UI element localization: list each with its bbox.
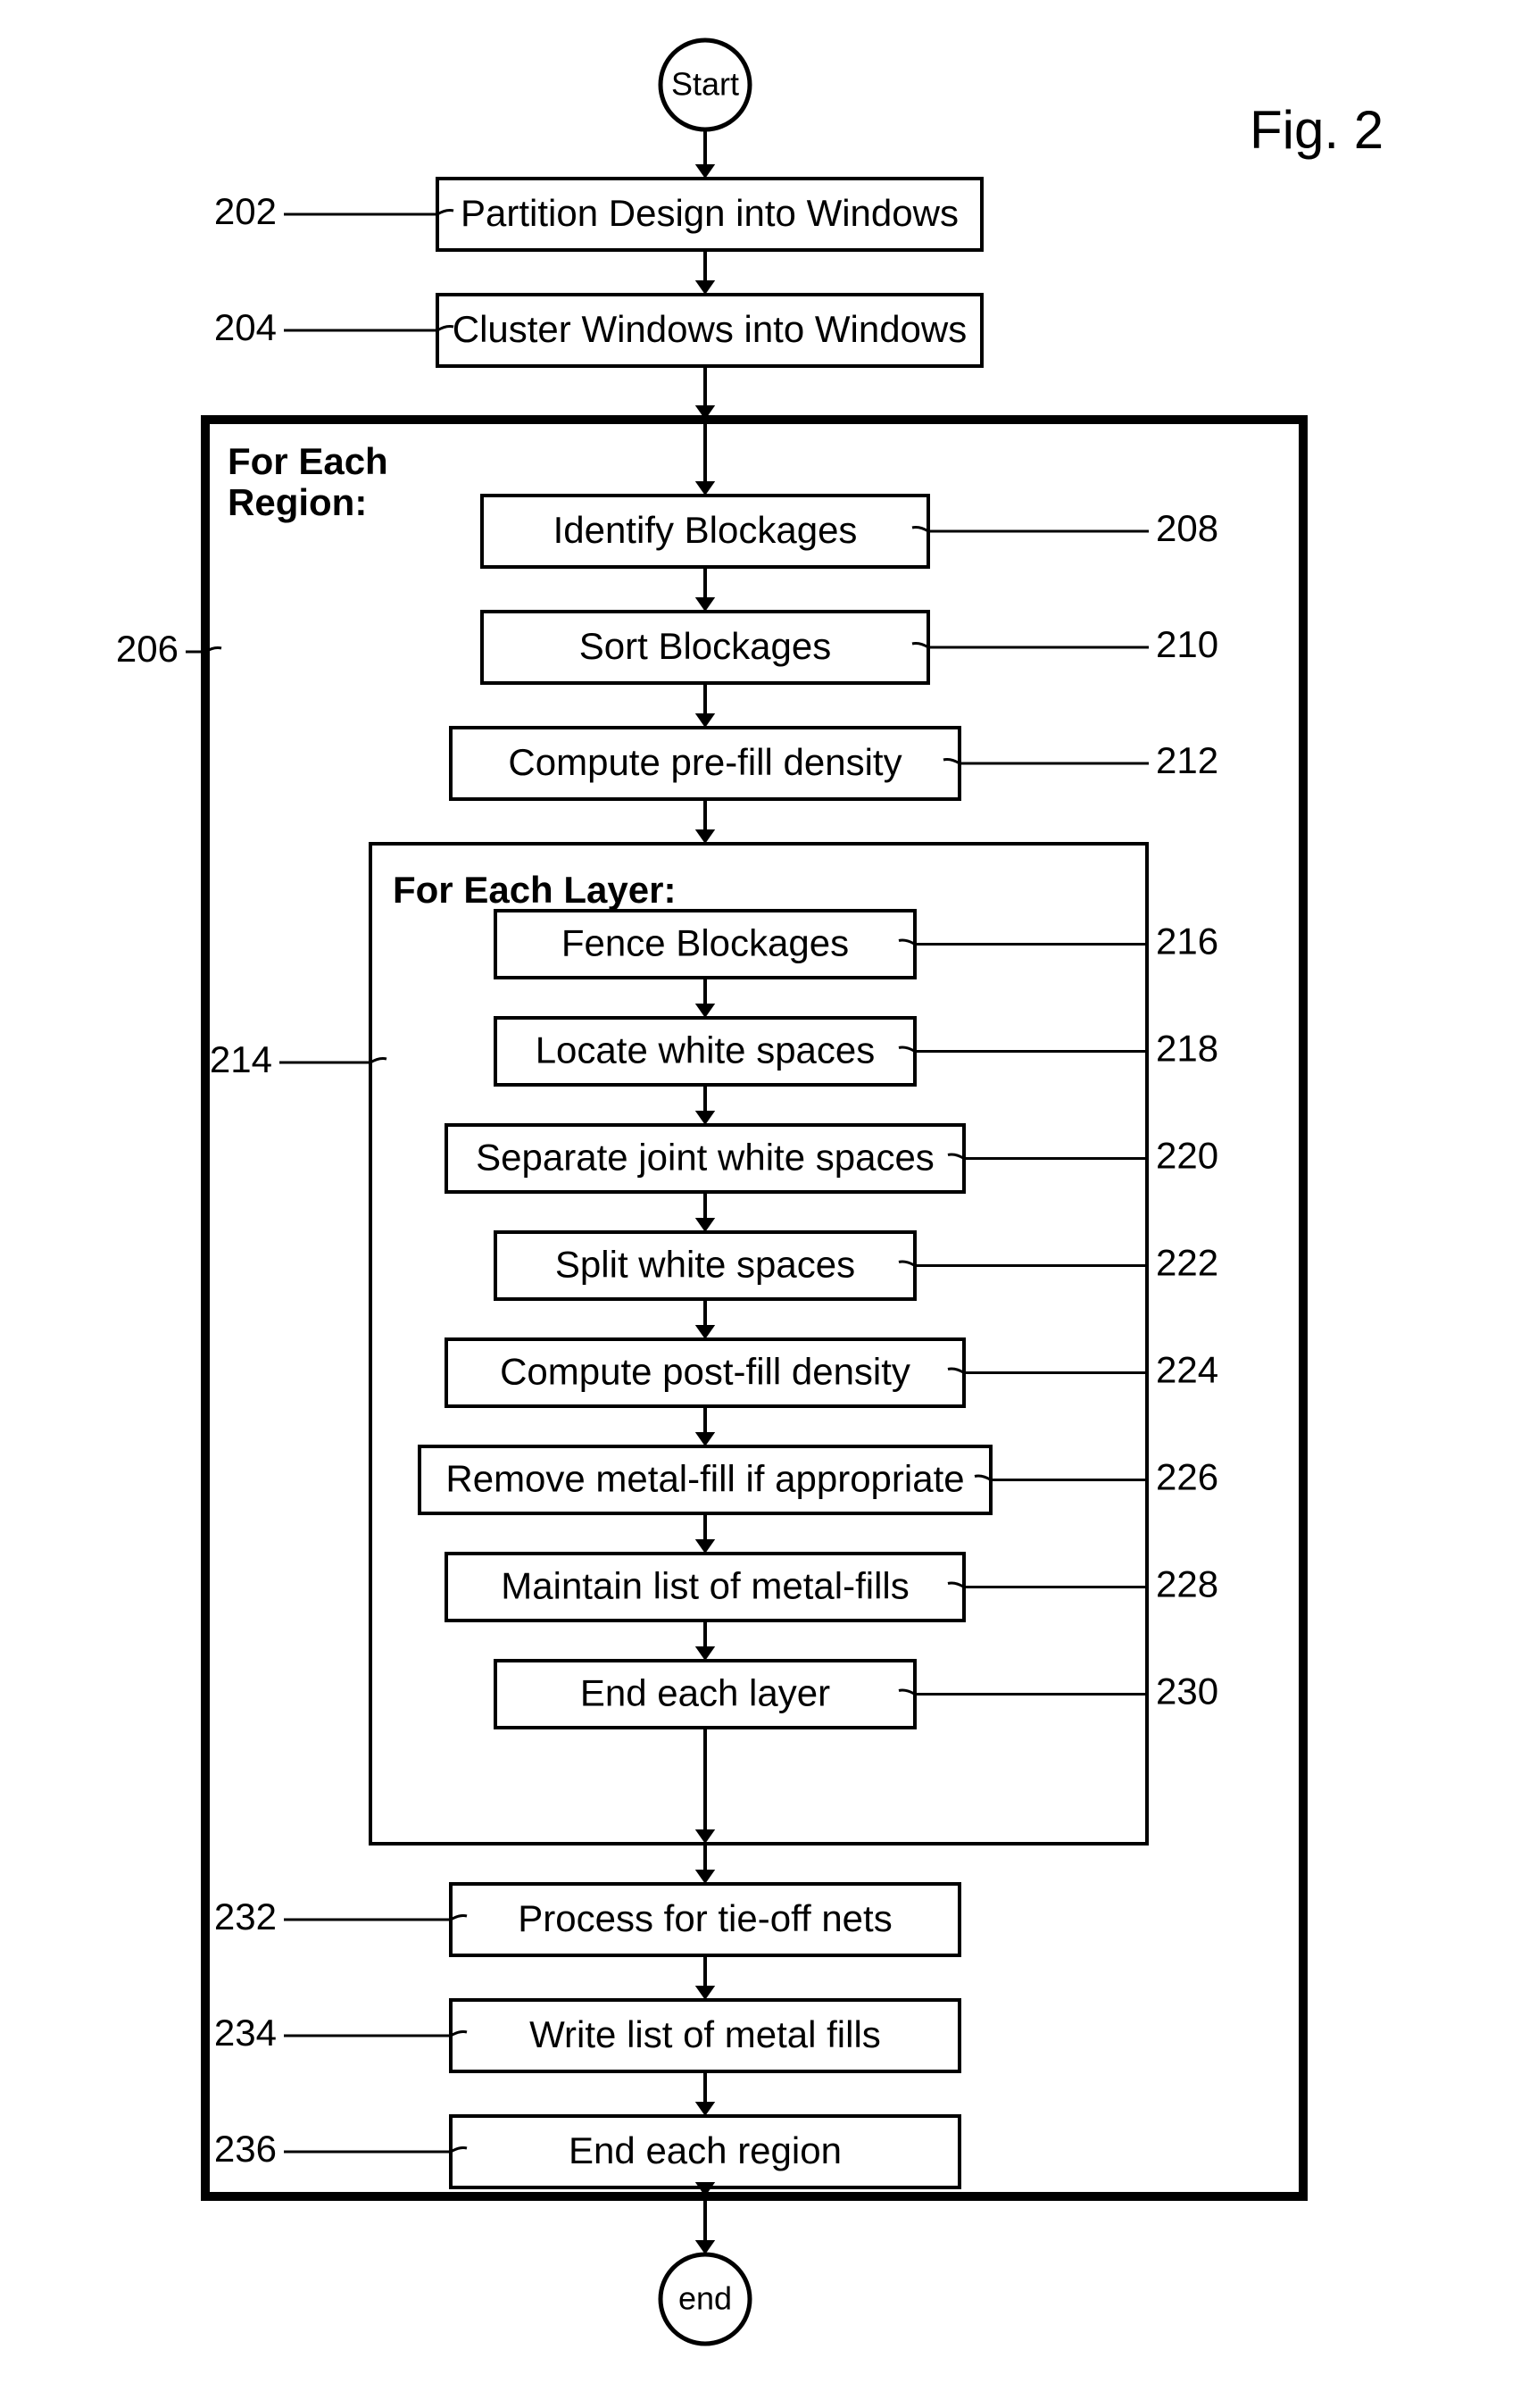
- step-212-label: Compute pre-fill density: [508, 741, 902, 783]
- step-230-label: End each layer: [580, 1672, 830, 1714]
- step-230-num: 230: [1156, 1671, 1218, 1712]
- step-208-label: Identify Blockages: [553, 509, 858, 551]
- step-204-num: 204: [214, 306, 277, 348]
- step-210-num: 210: [1156, 623, 1218, 665]
- step-208-num: 208: [1156, 507, 1218, 549]
- step-236-num: 236: [214, 2128, 277, 2170]
- figure-label: Fig. 2: [1250, 100, 1384, 160]
- region-container-label: Region:: [228, 481, 367, 523]
- step-210-label: Sort Blockages: [579, 625, 831, 667]
- step-224-label: Compute post-fill density: [500, 1351, 910, 1393]
- end-terminal-label: end: [678, 2280, 732, 2317]
- layer-container-num: 214: [210, 1038, 272, 1080]
- step-202-label: Partition Design into Windows: [461, 192, 959, 234]
- region-container-num: 206: [116, 628, 179, 670]
- step-218-num: 218: [1156, 1028, 1218, 1070]
- step-236-label: End each region: [569, 2129, 842, 2171]
- step-220-label: Separate joint white spaces: [476, 1137, 935, 1179]
- step-218-label: Locate white spaces: [536, 1029, 876, 1071]
- step-222-label: Split white spaces: [555, 1244, 855, 1286]
- step-234-label: Write list of metal fills: [529, 2013, 881, 2055]
- step-224-num: 224: [1156, 1349, 1218, 1391]
- step-220-num: 220: [1156, 1135, 1218, 1177]
- step-232-num: 232: [214, 1896, 277, 1937]
- step-202-num: 202: [214, 190, 277, 232]
- step-228-label: Maintain list of metal-fills: [501, 1565, 909, 1607]
- step-212-num: 212: [1156, 739, 1218, 781]
- step-226-num: 226: [1156, 1456, 1218, 1498]
- step-222-num: 222: [1156, 1242, 1218, 1284]
- step-232-label: Process for tie-off nets: [518, 1897, 892, 1939]
- region-container-label: For Each: [228, 440, 388, 482]
- step-234-num: 234: [214, 2012, 277, 2054]
- layer-container-label: For Each Layer:: [393, 869, 676, 911]
- step-216-label: Fence Blockages: [561, 922, 849, 964]
- start-terminal-label: Start: [671, 66, 739, 103]
- step-216-num: 216: [1156, 921, 1218, 962]
- step-204-label: Cluster Windows into Windows: [453, 308, 968, 350]
- step-226-label: Remove metal-fill if appropriate: [445, 1458, 964, 1500]
- step-228-num: 228: [1156, 1563, 1218, 1605]
